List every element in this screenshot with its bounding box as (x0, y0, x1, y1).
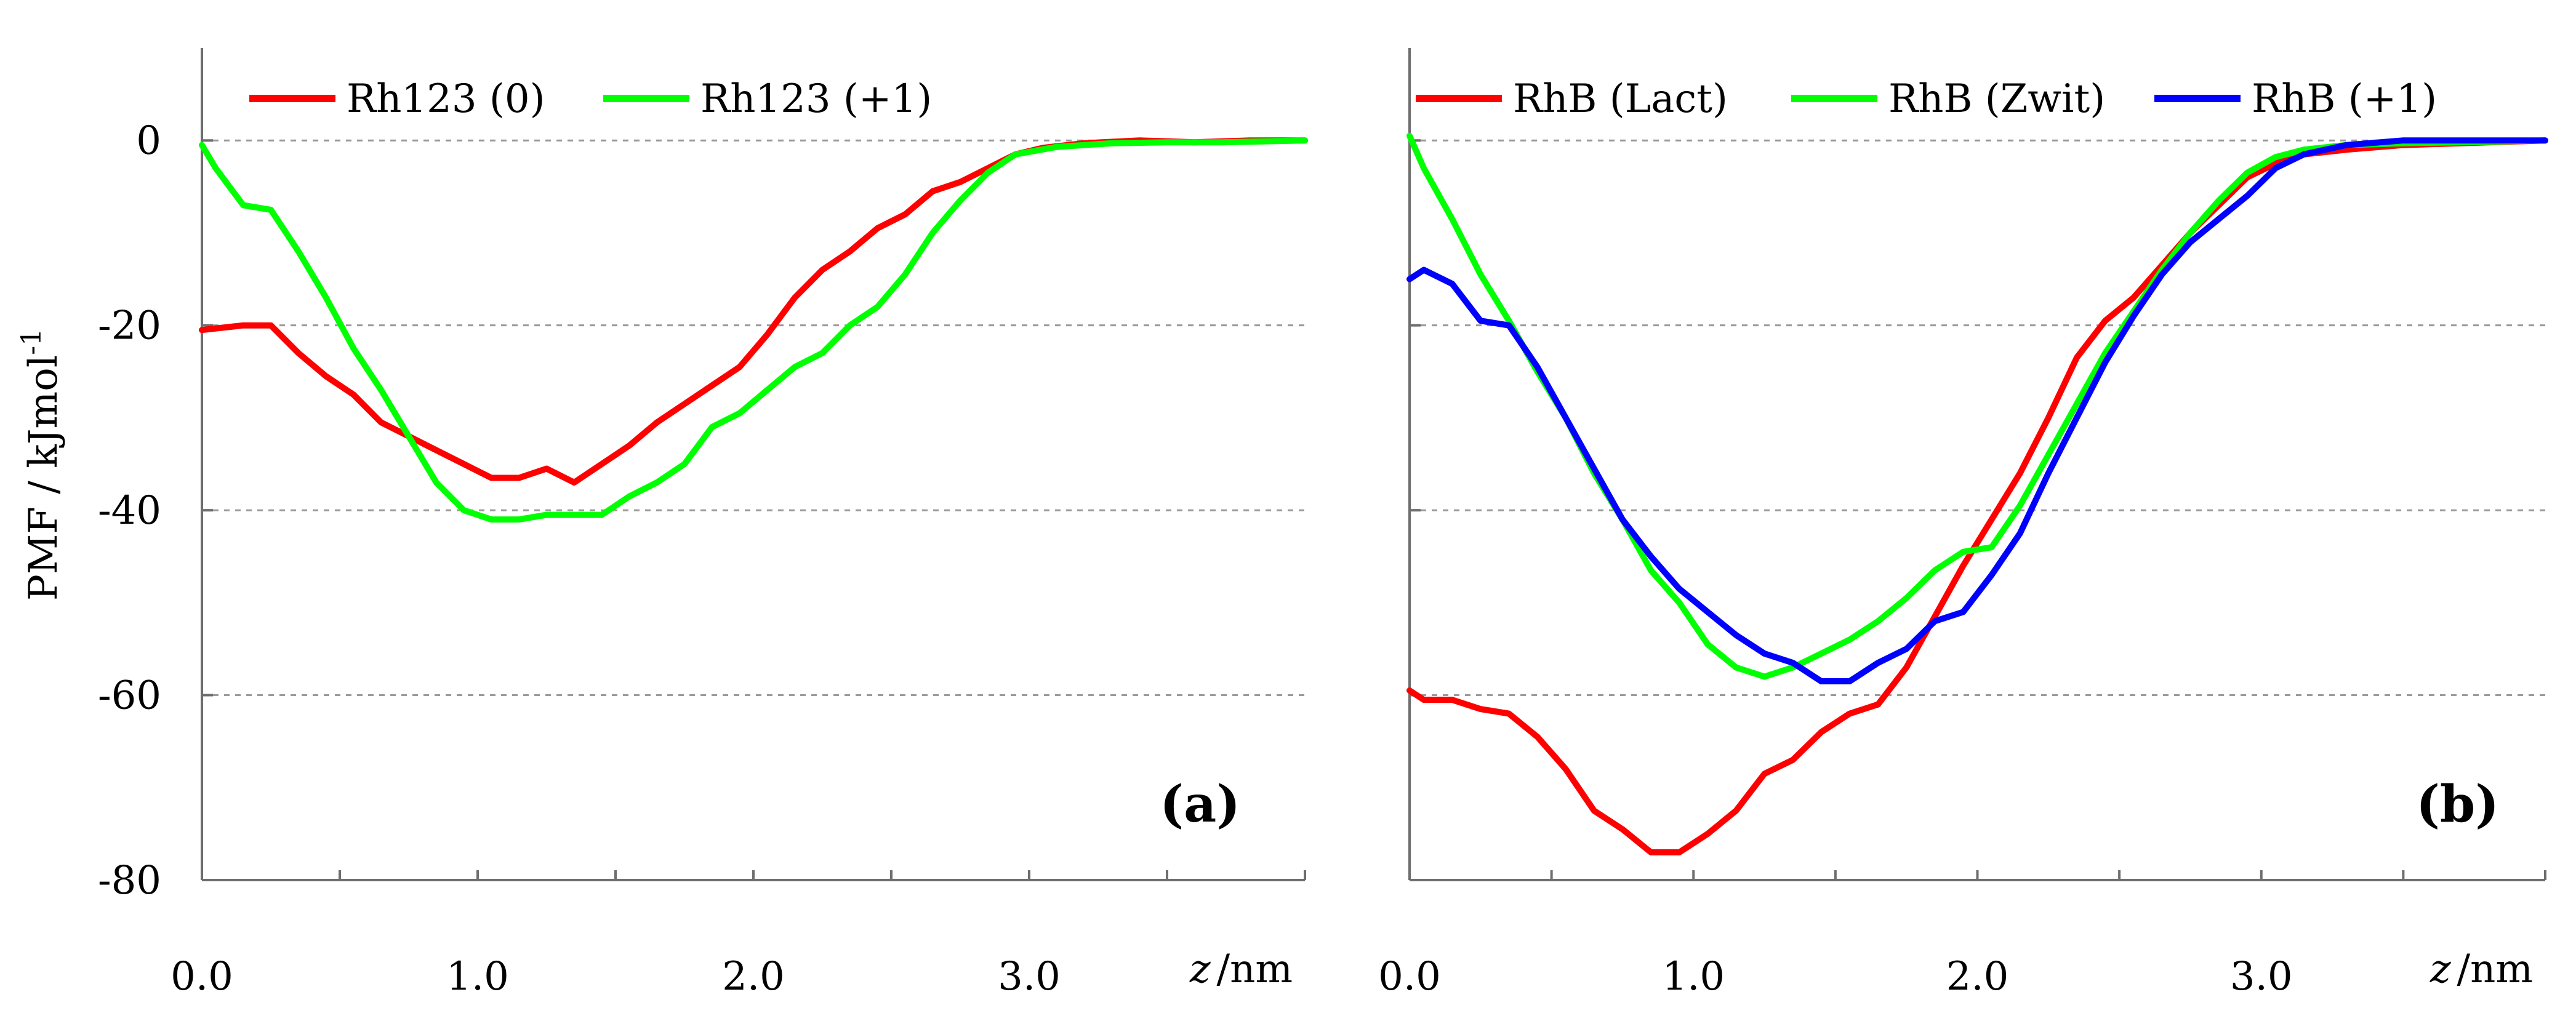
y-axis-title: PMF / kJmol-1 (16, 329, 66, 601)
legend-label: RhB (+1) (2252, 76, 2437, 122)
x-tick-label: 0.0 (1378, 954, 1441, 999)
y-axis-title-superscript: -1 (16, 329, 47, 355)
y-tick-label: -40 (98, 488, 161, 534)
x-axis-label-unit: /nm (1217, 947, 1293, 992)
x-tick-label: 1.0 (446, 954, 509, 999)
x-axis-label-unit: /nm (2457, 947, 2533, 992)
legend-label: Rh123 (0) (347, 76, 545, 122)
panel-tag: (b) (2416, 775, 2499, 834)
y-tick-label: 0 (136, 118, 161, 164)
x-axis-label: z/nm (2430, 947, 2533, 992)
series-line (1406, 137, 2548, 855)
legend-label: Rh123 (+1) (700, 76, 932, 122)
panel-tag: (a) (1160, 775, 1240, 834)
y-tick-label: -20 (98, 303, 161, 349)
legend-label: RhB (Zwit) (1888, 76, 2105, 122)
x-tick-label: 2.0 (1946, 954, 2009, 999)
panel-a: 0.0 1.0 2.0 3.0 z/nm 0 -20 -40 -60 -80 Rh123 (0) Rh… (98, 48, 1308, 999)
x-axis-label: z/nm (1189, 947, 1293, 992)
x-axis-label-variable: z (1189, 947, 1211, 992)
y-axis-title-text: PMF / kJmol (21, 355, 66, 601)
x-tick-label: 2.0 (722, 954, 785, 999)
series-line (199, 137, 1308, 523)
x-axis-label-variable: z (2430, 947, 2452, 992)
y-tick-label: -80 (98, 858, 161, 903)
x-tick-label: 3.0 (998, 954, 1061, 999)
x-tick-label: 1.0 (1662, 954, 1725, 999)
x-tick-label: 0.0 (171, 954, 233, 999)
series-line (1406, 137, 2548, 684)
panel-b: 0.0 1.0 2.0 3.0 z/nm RhB (Lact) RhB (Zwit) RhB … (1378, 48, 2548, 999)
y-tick-label: -60 (98, 673, 161, 719)
legend-label: RhB (Lact) (1513, 76, 1728, 122)
x-tick-label: 3.0 (2230, 954, 2293, 999)
